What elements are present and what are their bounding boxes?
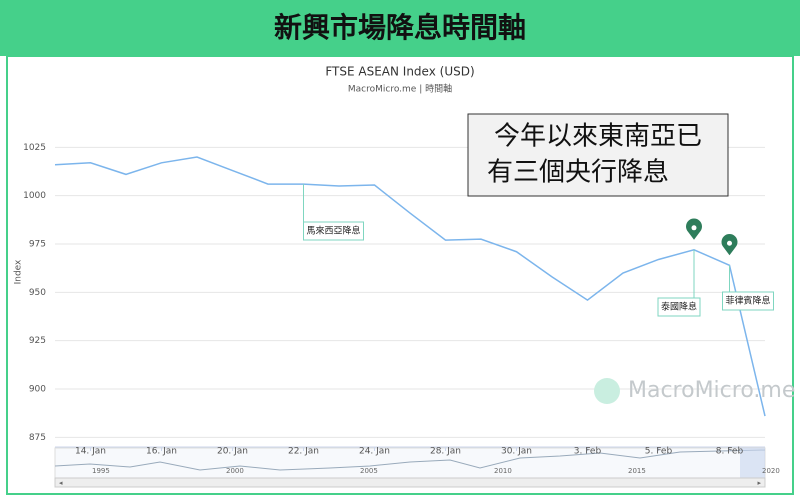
- y-tick-label: 925: [29, 336, 46, 346]
- chart-title: FTSE ASEAN Index (USD): [325, 65, 474, 79]
- watermark-logo: [594, 378, 620, 404]
- x-tick-label: 30. Jan: [501, 447, 532, 457]
- chart-subtitle: MacroMicro.me | 時間軸: [348, 83, 452, 95]
- x-tick-label: 3. Feb: [574, 447, 602, 457]
- flag-box: [657, 297, 701, 317]
- scroll-right[interactable]: ▸: [757, 479, 761, 487]
- navigator-label: 2015: [628, 467, 646, 475]
- flag-pin-dot: [691, 225, 697, 231]
- scroll-left[interactable]: ◂: [59, 479, 63, 487]
- navigator-label: 2005: [360, 467, 378, 475]
- y-tick-label: 900: [29, 385, 46, 395]
- header-title: 新興市場降息時間軸: [273, 11, 526, 44]
- navigator-label: 2000: [226, 467, 244, 475]
- x-tick-label: 5. Feb: [645, 447, 673, 457]
- annotation-box: [467, 113, 729, 197]
- x-tick-label: 20. Jan: [217, 447, 248, 457]
- annotation-line: 今年以來東南亞已: [494, 122, 702, 152]
- flag-box: [303, 221, 364, 241]
- y-tick-label: 975: [29, 240, 46, 250]
- x-tick-label: 14. Jan: [75, 447, 106, 457]
- x-tick-label: 24. Jan: [359, 447, 390, 457]
- navigator-window[interactable]: [740, 448, 765, 478]
- x-tick-label: 28. Jan: [430, 447, 461, 457]
- y-tick-label: 875: [29, 433, 46, 443]
- flag-pin-dot: [727, 240, 732, 246]
- flag-box: [722, 291, 774, 311]
- y-tick-label: 1000: [23, 191, 46, 201]
- navigator-label: 2010: [494, 467, 512, 475]
- flag-label: 泰國降息: [661, 301, 697, 313]
- y-tick-label: 1025: [23, 143, 46, 153]
- navigator-label: 2020: [762, 467, 780, 475]
- flag-label: 菲律賓降息: [726, 295, 771, 307]
- annotation-line: 有三個央行降息: [487, 158, 669, 188]
- x-tick-label: 22. Jan: [288, 447, 319, 457]
- y-tick-label: 950: [29, 288, 46, 298]
- y-axis-label: Index: [14, 259, 24, 284]
- series-line: [54, 156, 766, 417]
- flag-label: 馬來西亞降息: [307, 225, 361, 237]
- navigator-line: [54, 449, 766, 471]
- watermark: MacroMicro.me: [628, 378, 795, 403]
- x-tick-label: 16. Jan: [146, 447, 177, 457]
- x-tick-label: 8. Feb: [716, 447, 744, 457]
- header-bar: [0, 0, 800, 56]
- scrollbar[interactable]: [54, 477, 766, 488]
- navigator-label: 1995: [92, 467, 110, 475]
